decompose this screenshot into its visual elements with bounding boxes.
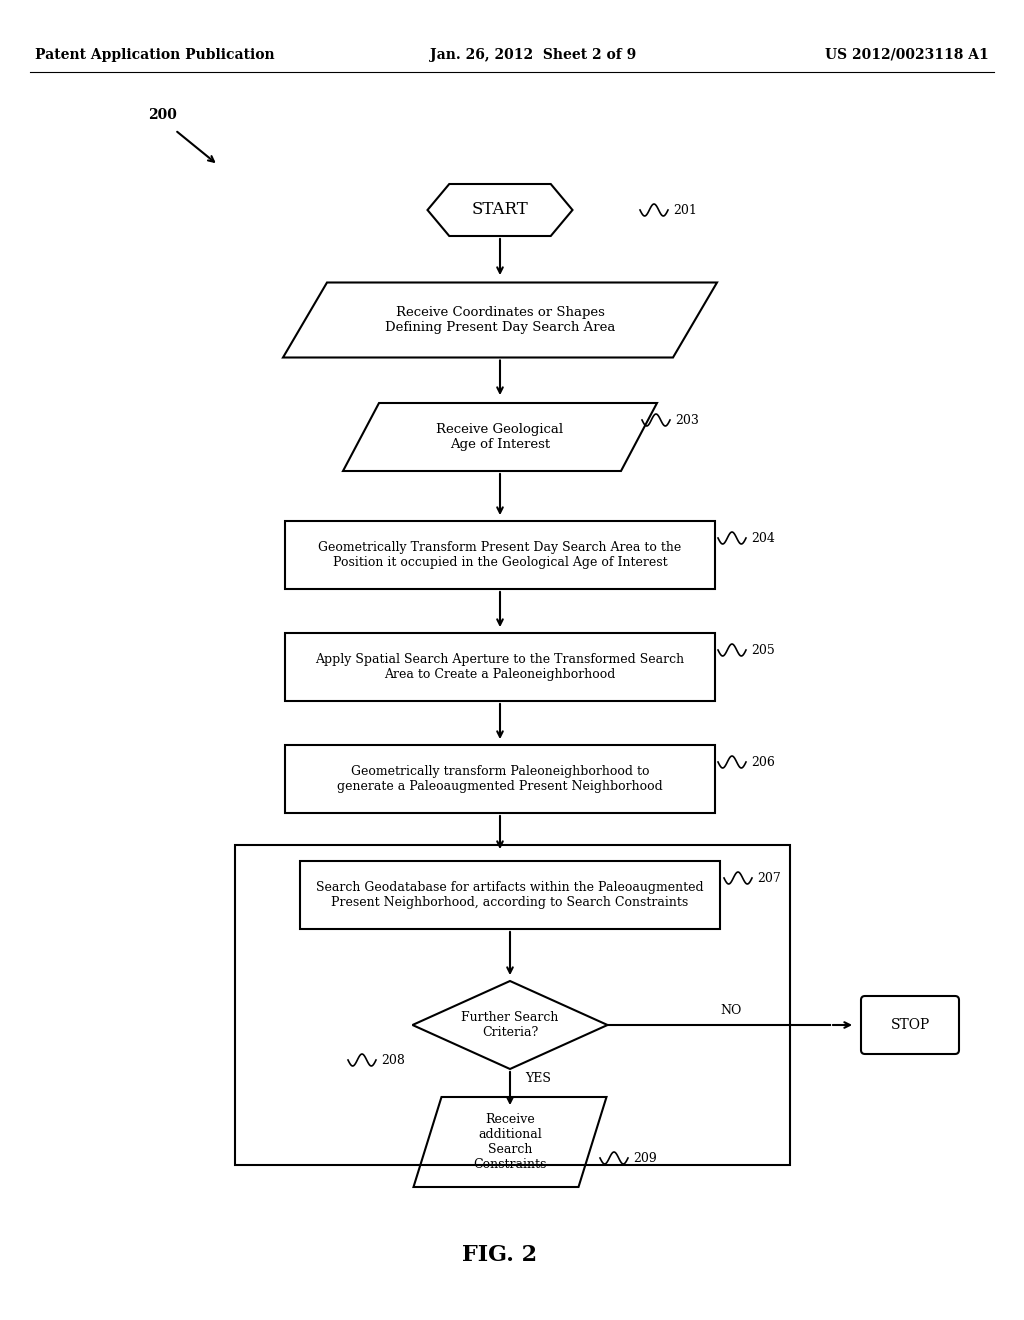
Text: STOP: STOP bbox=[891, 1018, 930, 1032]
Text: 200: 200 bbox=[148, 108, 177, 121]
Text: 203: 203 bbox=[675, 413, 698, 426]
Text: US 2012/0023118 A1: US 2012/0023118 A1 bbox=[825, 48, 989, 62]
Text: START: START bbox=[472, 202, 528, 219]
Bar bbox=[300, 861, 720, 929]
Text: Further Search
Criteria?: Further Search Criteria? bbox=[462, 1011, 559, 1039]
Text: 205: 205 bbox=[751, 644, 775, 656]
Text: Apply Spatial Search Aperture to the Transformed Search
Area to Create a Paleone: Apply Spatial Search Aperture to the Tra… bbox=[315, 653, 685, 681]
Bar bbox=[285, 634, 715, 701]
Text: Geometrically Transform Present Day Search Area to the
Position it occupied in t: Geometrically Transform Present Day Sear… bbox=[318, 541, 682, 569]
Bar bbox=[285, 744, 715, 813]
Text: 208: 208 bbox=[381, 1053, 404, 1067]
Text: 201: 201 bbox=[673, 203, 697, 216]
Text: Receive Geological
Age of Interest: Receive Geological Age of Interest bbox=[436, 422, 563, 451]
Text: Receive Coordinates or Shapes
Defining Present Day Search Area: Receive Coordinates or Shapes Defining P… bbox=[385, 306, 615, 334]
Text: 206: 206 bbox=[751, 755, 775, 768]
Text: Receive
additional
Search
Constraints: Receive additional Search Constraints bbox=[473, 1113, 547, 1171]
Bar bbox=[285, 521, 715, 589]
Text: Search Geodatabase for artifacts within the Paleoaugmented
Present Neighborhood,: Search Geodatabase for artifacts within … bbox=[316, 880, 703, 909]
Text: 204: 204 bbox=[751, 532, 775, 544]
Text: Patent Application Publication: Patent Application Publication bbox=[35, 48, 274, 62]
Bar bbox=[234, 845, 790, 1166]
Text: NO: NO bbox=[720, 1003, 741, 1016]
Text: YES: YES bbox=[525, 1072, 551, 1085]
Text: 207: 207 bbox=[757, 871, 780, 884]
Text: 209: 209 bbox=[633, 1151, 656, 1164]
Text: FIG. 2: FIG. 2 bbox=[463, 1243, 538, 1266]
Text: Jan. 26, 2012  Sheet 2 of 9: Jan. 26, 2012 Sheet 2 of 9 bbox=[430, 48, 636, 62]
Text: Geometrically transform Paleoneighborhood to
generate a Paleoaugmented Present N: Geometrically transform Paleoneighborhoo… bbox=[337, 766, 663, 793]
